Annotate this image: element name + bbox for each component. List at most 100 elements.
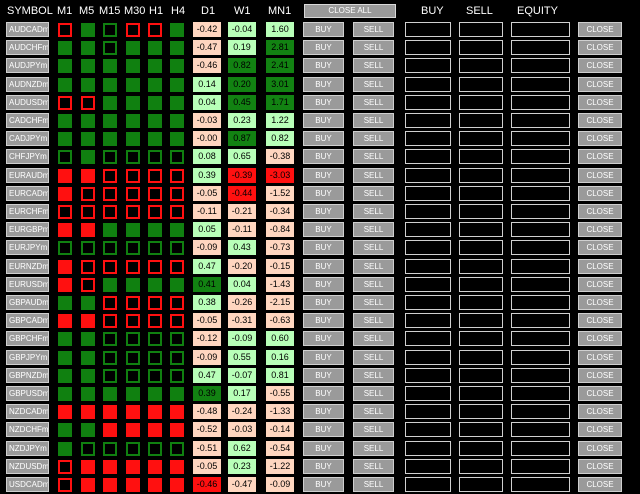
sell-button[interactable]: SELL <box>353 386 394 401</box>
close-button[interactable]: CLOSE <box>578 95 622 110</box>
buy-button[interactable]: BUY <box>303 422 344 437</box>
symbol-button[interactable]: GBPUSDm <box>6 386 49 401</box>
sell-lots-field[interactable] <box>459 313 503 328</box>
buy-lots-field[interactable] <box>405 477 451 492</box>
close-button[interactable]: CLOSE <box>578 441 622 456</box>
buy-button[interactable]: BUY <box>303 77 344 92</box>
buy-lots-field[interactable] <box>405 331 451 346</box>
buy-lots-field[interactable] <box>405 240 451 255</box>
sell-button[interactable]: SELL <box>353 77 394 92</box>
buy-lots-field[interactable] <box>405 404 451 419</box>
symbol-button[interactable]: NZDUSDm <box>6 459 49 474</box>
symbol-button[interactable]: EURGBPm <box>6 222 49 237</box>
close-button[interactable]: CLOSE <box>578 186 622 201</box>
sell-button[interactable]: SELL <box>353 113 394 128</box>
symbol-button[interactable]: EURJPYm <box>6 240 49 255</box>
close-button[interactable]: CLOSE <box>578 295 622 310</box>
sell-lots-field[interactable] <box>459 131 503 146</box>
symbol-button[interactable]: CADJPYm <box>6 131 49 146</box>
buy-button[interactable]: BUY <box>303 168 344 183</box>
sell-lots-field[interactable] <box>459 259 503 274</box>
buy-button[interactable]: BUY <box>303 295 344 310</box>
close-button[interactable]: CLOSE <box>578 22 622 37</box>
symbol-button[interactable]: AUDJPYm <box>6 58 49 73</box>
buy-lots-field[interactable] <box>405 131 451 146</box>
sell-lots-field[interactable] <box>459 386 503 401</box>
sell-button[interactable]: SELL <box>353 58 394 73</box>
sell-button[interactable]: SELL <box>353 404 394 419</box>
buy-button[interactable]: BUY <box>303 95 344 110</box>
buy-lots-field[interactable] <box>405 422 451 437</box>
symbol-button[interactable]: CHFJPYm <box>6 149 49 164</box>
buy-lots-field[interactable] <box>405 222 451 237</box>
close-button[interactable]: CLOSE <box>578 404 622 419</box>
symbol-button[interactable]: EURAUDm <box>6 168 49 183</box>
symbol-button[interactable]: USDCADm <box>6 477 49 492</box>
sell-lots-field[interactable] <box>459 222 503 237</box>
sell-lots-field[interactable] <box>459 40 503 55</box>
close-button[interactable]: CLOSE <box>578 477 622 492</box>
buy-button[interactable]: BUY <box>303 313 344 328</box>
sell-button[interactable]: SELL <box>353 131 394 146</box>
sell-lots-field[interactable] <box>459 22 503 37</box>
buy-lots-field[interactable] <box>405 77 451 92</box>
buy-button[interactable]: BUY <box>303 222 344 237</box>
buy-lots-field[interactable] <box>405 386 451 401</box>
sell-lots-field[interactable] <box>459 186 503 201</box>
symbol-button[interactable]: EURCADm <box>6 186 49 201</box>
buy-button[interactable]: BUY <box>303 186 344 201</box>
buy-lots-field[interactable] <box>405 350 451 365</box>
sell-button[interactable]: SELL <box>353 368 394 383</box>
buy-button[interactable]: BUY <box>303 240 344 255</box>
buy-button[interactable]: BUY <box>303 477 344 492</box>
sell-button[interactable]: SELL <box>353 40 394 55</box>
close-all-button[interactable]: CLOSE ALL <box>304 4 396 18</box>
sell-lots-field[interactable] <box>459 277 503 292</box>
close-button[interactable]: CLOSE <box>578 422 622 437</box>
sell-button[interactable]: SELL <box>353 477 394 492</box>
buy-lots-field[interactable] <box>405 259 451 274</box>
buy-button[interactable]: BUY <box>303 113 344 128</box>
sell-button[interactable]: SELL <box>353 222 394 237</box>
symbol-button[interactable]: EURUSDm <box>6 277 49 292</box>
close-button[interactable]: CLOSE <box>578 131 622 146</box>
buy-button[interactable]: BUY <box>303 404 344 419</box>
buy-button[interactable]: BUY <box>303 259 344 274</box>
close-button[interactable]: CLOSE <box>578 113 622 128</box>
symbol-button[interactable]: GBPJPYm <box>6 350 49 365</box>
close-button[interactable]: CLOSE <box>578 149 622 164</box>
buy-lots-field[interactable] <box>405 313 451 328</box>
close-button[interactable]: CLOSE <box>578 204 622 219</box>
buy-lots-field[interactable] <box>405 149 451 164</box>
buy-button[interactable]: BUY <box>303 350 344 365</box>
sell-button[interactable]: SELL <box>353 350 394 365</box>
close-button[interactable]: CLOSE <box>578 368 622 383</box>
sell-lots-field[interactable] <box>459 441 503 456</box>
symbol-button[interactable]: GBPAUDm <box>6 295 49 310</box>
buy-lots-field[interactable] <box>405 441 451 456</box>
sell-lots-field[interactable] <box>459 113 503 128</box>
buy-lots-field[interactable] <box>405 40 451 55</box>
close-button[interactable]: CLOSE <box>578 240 622 255</box>
symbol-button[interactable]: GBPCADm <box>6 313 49 328</box>
symbol-button[interactable]: NZDCHFm <box>6 422 49 437</box>
buy-lots-field[interactable] <box>405 295 451 310</box>
buy-button[interactable]: BUY <box>303 204 344 219</box>
buy-button[interactable]: BUY <box>303 58 344 73</box>
close-button[interactable]: CLOSE <box>578 77 622 92</box>
symbol-button[interactable]: NZDCADm <box>6 404 49 419</box>
symbol-button[interactable]: AUDNZDm <box>6 77 49 92</box>
sell-button[interactable]: SELL <box>353 168 394 183</box>
sell-button[interactable]: SELL <box>353 22 394 37</box>
sell-button[interactable]: SELL <box>353 459 394 474</box>
symbol-button[interactable]: AUDUSDm <box>6 95 49 110</box>
symbol-button[interactable]: GBPNZDm <box>6 368 49 383</box>
buy-lots-field[interactable] <box>405 58 451 73</box>
buy-lots-field[interactable] <box>405 113 451 128</box>
close-button[interactable]: CLOSE <box>578 386 622 401</box>
sell-button[interactable]: SELL <box>353 295 394 310</box>
sell-lots-field[interactable] <box>459 295 503 310</box>
buy-button[interactable]: BUY <box>303 40 344 55</box>
sell-button[interactable]: SELL <box>353 441 394 456</box>
buy-lots-field[interactable] <box>405 277 451 292</box>
